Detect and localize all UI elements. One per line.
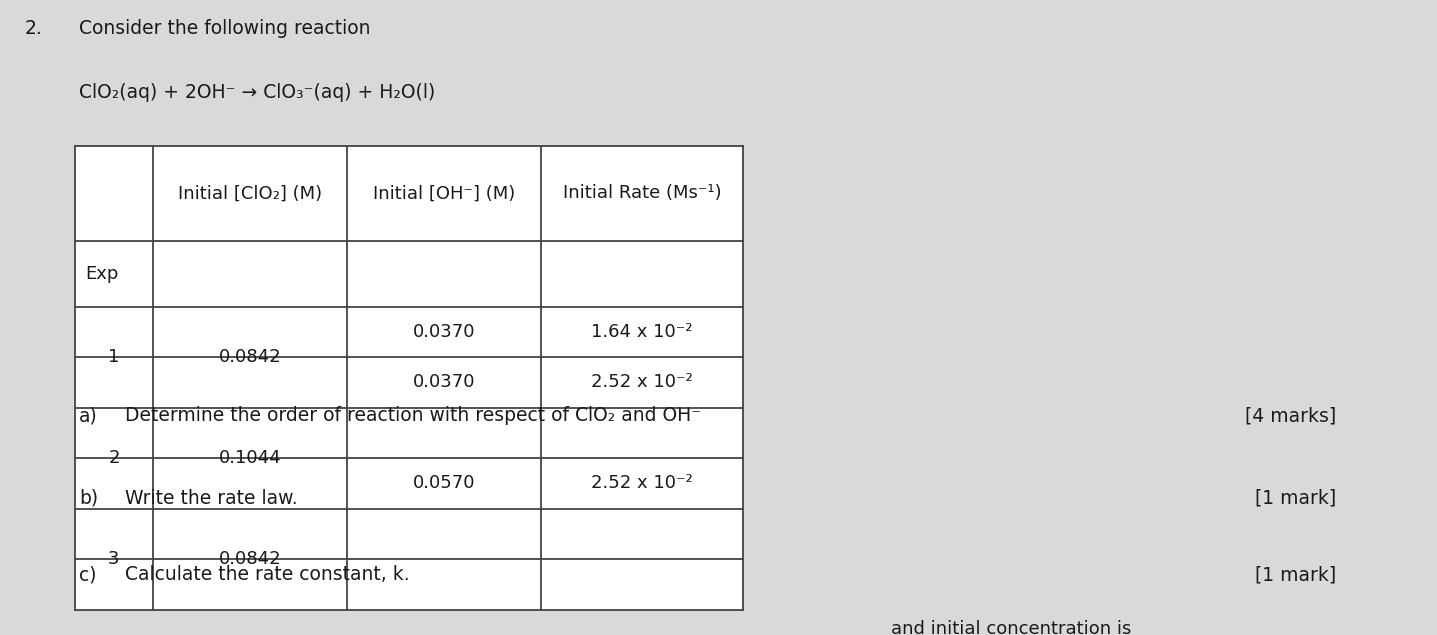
Text: [4 marks]: [4 marks] [1244,406,1336,425]
Text: 2.: 2. [24,19,42,38]
Text: [1 mark]: [1 mark] [1255,565,1336,584]
Text: 2.52 x 10⁻²: 2.52 x 10⁻² [591,474,693,492]
Text: 0.0842: 0.0842 [218,348,282,366]
Text: and initial concentration is: and initial concentration is [891,620,1131,635]
Text: 0.0570: 0.0570 [412,474,476,492]
Text: Calculate the rate constant, k.: Calculate the rate constant, k. [125,565,410,584]
Text: 2.52 x 10⁻²: 2.52 x 10⁻² [591,373,693,391]
Text: c): c) [79,565,96,584]
Text: Exp: Exp [85,265,118,283]
Text: Determine the order of reaction with respect of ClO₂ and OH⁻: Determine the order of reaction with res… [125,406,701,425]
Text: Consider the following reaction: Consider the following reaction [79,19,371,38]
Text: Initial [ClO₂] (M): Initial [ClO₂] (M) [178,184,322,203]
Text: 2: 2 [108,449,119,467]
Text: 1.64 x 10⁻²: 1.64 x 10⁻² [591,323,693,341]
Text: Initial Rate (Ms⁻¹): Initial Rate (Ms⁻¹) [562,184,721,203]
Text: ClO₂(aq) + 2OH⁻ → ClO₃⁻(aq) + H₂O(l): ClO₂(aq) + 2OH⁻ → ClO₃⁻(aq) + H₂O(l) [79,83,435,102]
Text: b): b) [79,489,98,508]
Text: 3: 3 [108,550,119,568]
Text: a): a) [79,406,98,425]
Text: Initial [OH⁻] (M): Initial [OH⁻] (M) [372,184,514,203]
Text: 0.0370: 0.0370 [412,373,476,391]
Text: 1: 1 [108,348,119,366]
Text: 0.1044: 0.1044 [218,449,282,467]
Text: 0.0842: 0.0842 [218,550,282,568]
Text: [1 mark]: [1 mark] [1255,489,1336,508]
Text: 0.0370: 0.0370 [412,323,476,341]
Text: Write the rate law.: Write the rate law. [125,489,297,508]
